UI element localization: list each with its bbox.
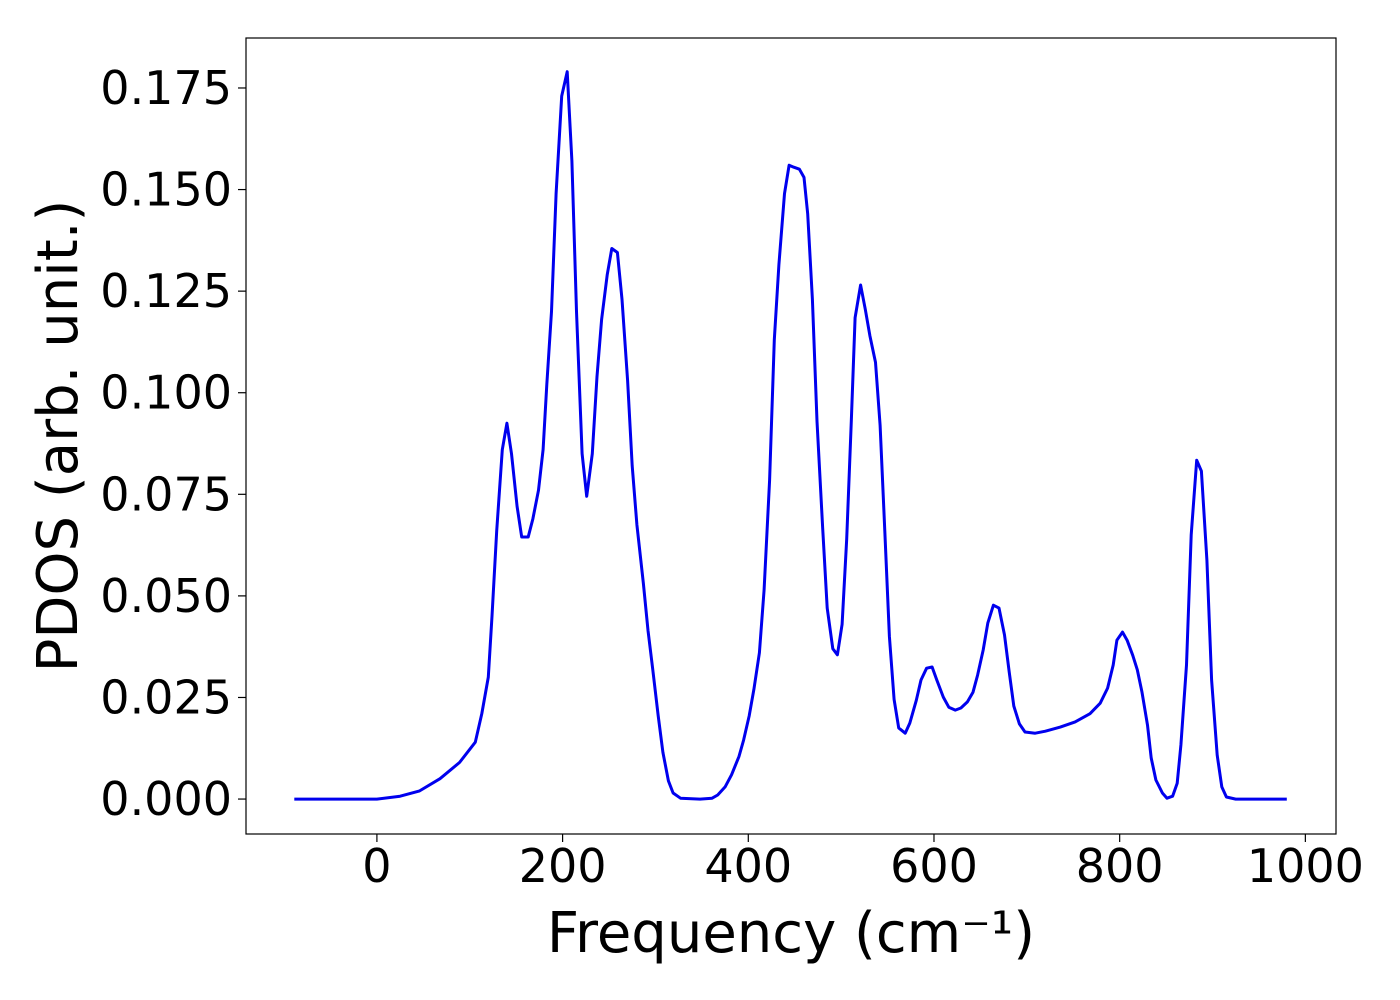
y-tick-label: 0.025 bbox=[100, 670, 232, 724]
plot-frame bbox=[245, 37, 1337, 835]
y-tick-label: 0.125 bbox=[100, 264, 232, 318]
y-tick-label: 0.175 bbox=[100, 61, 232, 115]
x-tick-label: 0 bbox=[362, 839, 391, 893]
y-tick-label: 0.150 bbox=[100, 163, 232, 217]
x-tick-label: 1000 bbox=[1247, 839, 1364, 893]
x-tick-label: 200 bbox=[519, 839, 607, 893]
x-axis-label: Frequency (cm⁻¹) bbox=[547, 901, 1035, 966]
data-line bbox=[294, 70, 1287, 801]
y-tick-label: 0.100 bbox=[100, 366, 232, 420]
x-tick-label: 800 bbox=[1076, 839, 1164, 893]
x-tick-label: 600 bbox=[890, 839, 978, 893]
y-axis-label: PDOS (arb. unit.) bbox=[26, 200, 91, 673]
y-tick-label: 0.075 bbox=[100, 467, 232, 521]
x-tick-label: 400 bbox=[704, 839, 792, 893]
y-tick-label: 0.050 bbox=[100, 569, 232, 623]
y-tick-label: 0.000 bbox=[100, 772, 232, 826]
